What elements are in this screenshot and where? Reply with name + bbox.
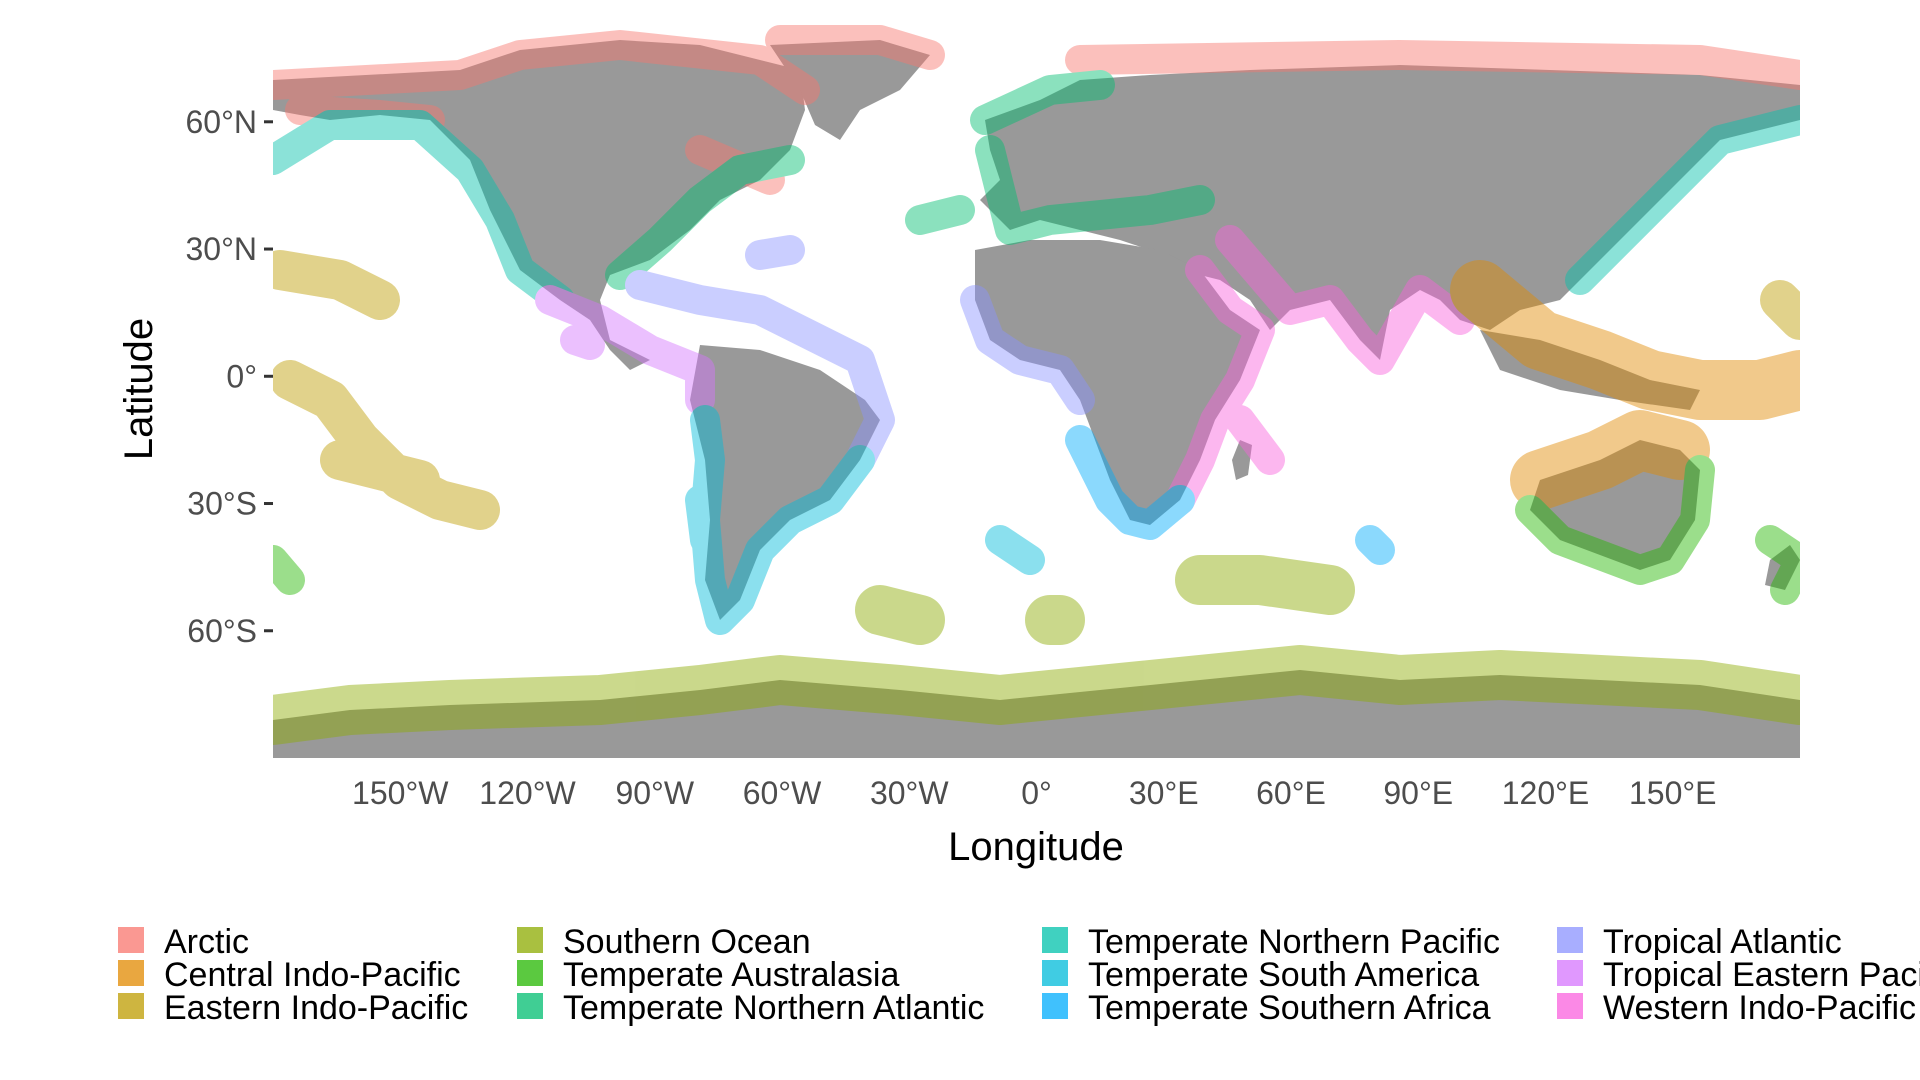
legend-swatch: [118, 993, 144, 1019]
legend-label: Western Indo-Pacific: [1603, 989, 1916, 1027]
eastern-indo-pacific-buffer: [273, 250, 1800, 530]
legend-label: Temperate Northern Pacific: [1088, 923, 1500, 961]
legend-item: Eastern Indo-Pacific: [118, 989, 468, 1027]
temperate-northern-pacific-buffer: [273, 105, 1800, 315]
legend-swatch: [517, 960, 543, 986]
x-tick-label: 150°W: [352, 775, 449, 811]
arctic-realm-buffer: [273, 25, 1800, 195]
x-tick-label: 60°E: [1256, 775, 1326, 811]
legend-label: Arctic: [164, 923, 249, 961]
legend-label: Temperate Australasia: [563, 956, 899, 994]
new-zealand-land: [1765, 545, 1800, 590]
x-tick-label: 30°W: [870, 775, 949, 811]
africa-land: [975, 240, 1260, 525]
legend-label: Southern Ocean: [563, 923, 811, 961]
legend-label: Tropical Atlantic: [1603, 923, 1842, 961]
legend-swatch: [1042, 960, 1068, 986]
legend-swatch: [517, 927, 543, 953]
legend-item: Tropical Atlantic: [1557, 923, 1842, 961]
indonesia-land: [1480, 330, 1700, 410]
y-axis-title: Latitude: [117, 318, 161, 460]
australia-land: [1530, 440, 1700, 570]
legend-item: Southern Ocean: [517, 923, 811, 961]
legend-item: Central Indo-Pacific: [118, 956, 461, 994]
legend-label: Tropical Eastern Pacific: [1603, 956, 1920, 994]
y-tick-label: 30°S: [187, 486, 257, 522]
legend-item: Temperate Southern Africa: [1042, 989, 1491, 1027]
y-tick-label: 60°N: [186, 104, 258, 140]
temperate-south-america-buffer: [685, 405, 1045, 635]
legend-swatch: [1557, 960, 1583, 986]
x-tick-label: 0°: [1021, 775, 1052, 811]
realm-buffers: [273, 25, 1800, 745]
southern-ocean-buffer: [273, 555, 1800, 745]
tropical-eastern-pacific-buffer: [535, 285, 715, 415]
temperate-southern-africa-buffer: [1065, 425, 1395, 565]
legend-item: Temperate South America: [1042, 956, 1479, 994]
temperate-australasia-buffer: [273, 455, 1800, 605]
x-tick-label: 90°E: [1383, 775, 1453, 811]
x-axis-title: Longitude: [948, 825, 1124, 869]
legend-item: Tropical Eastern Pacific: [1557, 956, 1920, 994]
x-tick-label: 120°E: [1502, 775, 1590, 811]
y-tick-label: 0°: [226, 358, 257, 394]
legend-label: Temperate Northern Atlantic: [563, 989, 984, 1027]
x-tick-label: 120°W: [479, 775, 576, 811]
eurasia-land: [980, 65, 1800, 360]
legend-label: Temperate South America: [1088, 956, 1479, 994]
north-america-land: [273, 40, 805, 370]
y-tick-label: 30°N: [186, 231, 258, 267]
legend-item: Western Indo-Pacific: [1557, 989, 1916, 1027]
x-tick-label: 30°E: [1129, 775, 1199, 811]
legend-item: Temperate Northern Pacific: [1042, 923, 1500, 961]
legend-swatch: [118, 927, 144, 953]
legend-swatch: [517, 993, 543, 1019]
greenland-land: [770, 40, 930, 140]
legend-swatch: [1042, 927, 1068, 953]
land-masses: [273, 40, 1800, 758]
legend-label: Eastern Indo-Pacific: [164, 989, 468, 1027]
x-tick-label: 150°E: [1629, 775, 1717, 811]
legend-item: Temperate Northern Atlantic: [517, 989, 984, 1027]
legend-label: Central Indo-Pacific: [164, 956, 461, 994]
madagascar-land: [1232, 440, 1252, 480]
central-indo-pacific-buffer: [1450, 260, 1800, 510]
x-tick-label: 60°W: [743, 775, 822, 811]
x-axis: 150°W 120°W 90°W 60°W 30°W 0° 30°E 60°E 90°E 120°…: [352, 775, 1716, 811]
legend-item: Temperate Australasia: [517, 956, 899, 994]
x-tick-label: 90°W: [615, 775, 694, 811]
tropical-atlantic-buffer: [625, 235, 1095, 475]
legend-swatch: [118, 960, 144, 986]
temperate-northern-atlantic-buffer: [605, 70, 1215, 290]
legend-item: Arctic: [118, 923, 249, 961]
y-tick-label: 60°S: [187, 613, 257, 649]
south-america-land: [690, 345, 880, 620]
legend-label: Temperate Southern Africa: [1088, 989, 1491, 1027]
map-panel: [273, 20, 1800, 758]
antarctica-land: [273, 670, 1800, 758]
y-axis: 60°N 30°N 0° 30°S 60°S: [186, 104, 273, 649]
western-indo-pacific-buffer: [1165, 225, 1475, 515]
legend-swatch: [1557, 927, 1583, 953]
legend-swatch: [1042, 993, 1068, 1019]
legend-swatch: [1557, 993, 1583, 1019]
